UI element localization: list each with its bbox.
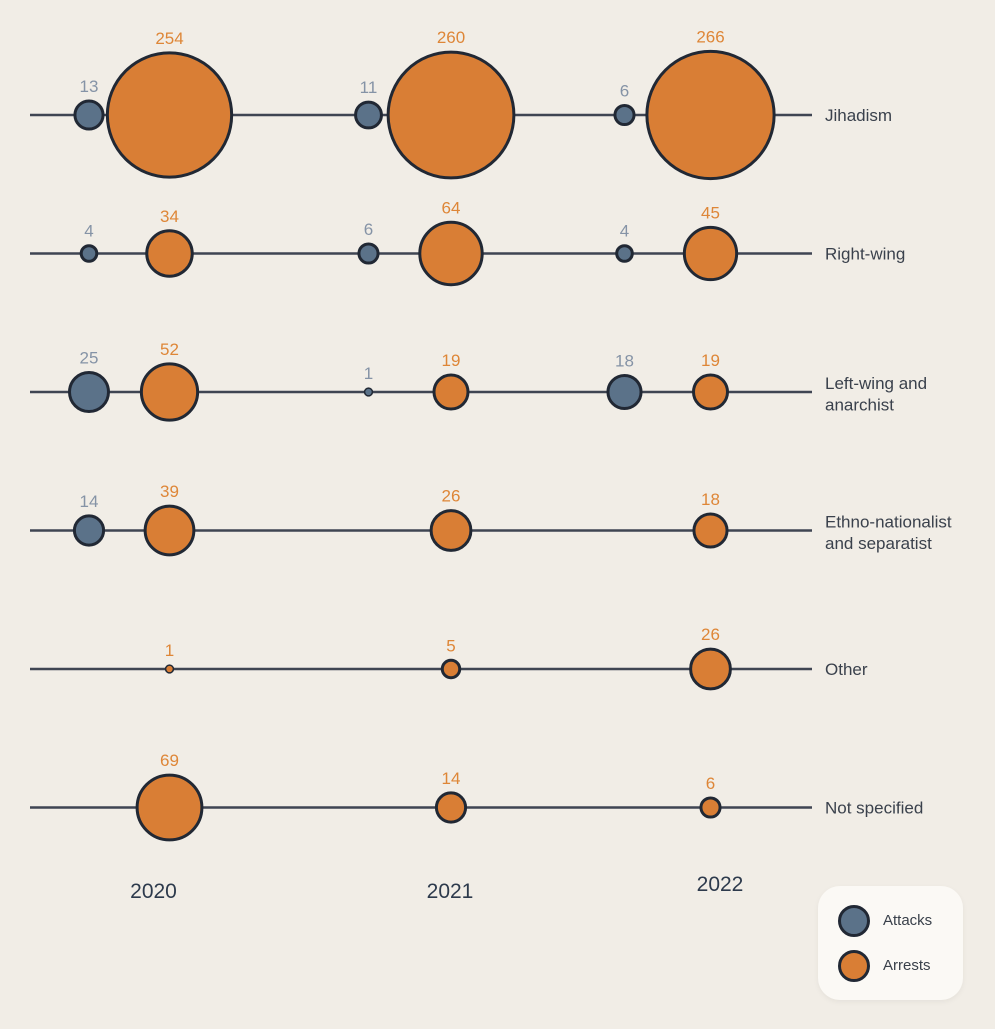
attacks-bubble — [613, 103, 636, 127]
row-label: Jihadism — [825, 106, 892, 125]
attacks-bubble — [73, 99, 105, 131]
arrests-bubble — [432, 373, 470, 411]
attacks-value: 25 — [80, 349, 99, 368]
arrests-bubble — [645, 49, 776, 181]
year-label: 2020 — [130, 880, 177, 903]
attacks-value: 11 — [360, 78, 378, 97]
arrests-value: 19 — [442, 351, 461, 370]
arrests-value: 14 — [442, 769, 461, 788]
arrests-bubble — [434, 791, 468, 824]
row-label: Left-wing and — [825, 374, 927, 393]
arrests-bubble — [699, 796, 722, 819]
arrests-value: 6 — [706, 774, 715, 793]
arrests-bubble — [139, 362, 200, 422]
attacks-value: 13 — [80, 77, 99, 96]
arrests-bubble — [682, 225, 739, 282]
arrests-bubble — [135, 773, 204, 842]
attacks-value: 4 — [620, 222, 629, 241]
legend-arrests-label: Arrests — [883, 957, 931, 974]
attacks-bubble — [615, 244, 634, 263]
attacks-value: 6 — [620, 81, 629, 100]
legend-item-arrests: Arrests — [838, 949, 963, 982]
legend-item-attacks: Attacks — [838, 904, 963, 937]
attacks-bubble — [363, 387, 374, 397]
arrests-bubble — [145, 229, 194, 278]
arrests-bubble — [386, 50, 516, 180]
arrests-value: 18 — [701, 490, 720, 509]
arrests-value: 26 — [442, 487, 461, 506]
attacks-bubble — [72, 514, 106, 547]
arrests-bubble — [692, 373, 729, 411]
arrests-value: 26 — [701, 625, 720, 644]
attacks-swatch-circle — [838, 904, 870, 937]
arrests-value: 52 — [160, 340, 179, 359]
year-label: 2021 — [427, 880, 474, 903]
arrests-bubble — [418, 220, 484, 287]
row-label: Other — [825, 660, 868, 679]
arrests-value: 45 — [701, 203, 720, 222]
attacks-value: 18 — [615, 351, 634, 370]
attacks-value: 4 — [84, 222, 93, 241]
arrests-value: 5 — [446, 636, 455, 655]
row-label: Right-wing — [825, 245, 905, 264]
arrests-bubble — [105, 51, 234, 179]
row-label: Ethno-nationalist — [825, 513, 952, 532]
arrests-value: 34 — [160, 207, 179, 226]
arrests-bubble — [164, 664, 175, 674]
arrests-bubble — [429, 509, 473, 552]
arrests-bubble — [689, 647, 732, 691]
arrests-value: 266 — [696, 27, 724, 46]
row-label: Not specified — [825, 799, 923, 818]
arrests-value: 260 — [437, 28, 465, 47]
arrests-value: 1 — [165, 641, 174, 660]
year-label: 2022 — [697, 873, 744, 896]
attacks-value: 1 — [364, 364, 373, 383]
arrests-value: 39 — [160, 482, 179, 501]
attacks-value: 6 — [364, 220, 373, 239]
arrests-swatch-circle — [838, 949, 870, 982]
attacks-bubble — [79, 244, 99, 263]
arrests-value: 64 — [442, 198, 461, 217]
arrests-value: 19 — [701, 351, 720, 370]
row-label: and separatist — [825, 534, 932, 553]
arrests-bubble — [692, 512, 729, 549]
row-label: anarchist — [825, 396, 894, 415]
arrests-bubble — [440, 658, 462, 680]
legend-attacks-label: Attacks — [883, 912, 933, 929]
arrests-value: 254 — [155, 29, 183, 48]
attacks-value: 14 — [80, 492, 99, 511]
attacks-bubble — [68, 371, 110, 413]
arrests-value: 69 — [160, 751, 179, 770]
arrests-bubble — [143, 504, 196, 557]
attacks-bubble — [354, 100, 383, 130]
attacks-bubble — [606, 373, 643, 411]
legend: Attacks Arrests — [818, 886, 963, 1000]
attacks-bubble — [357, 242, 380, 265]
